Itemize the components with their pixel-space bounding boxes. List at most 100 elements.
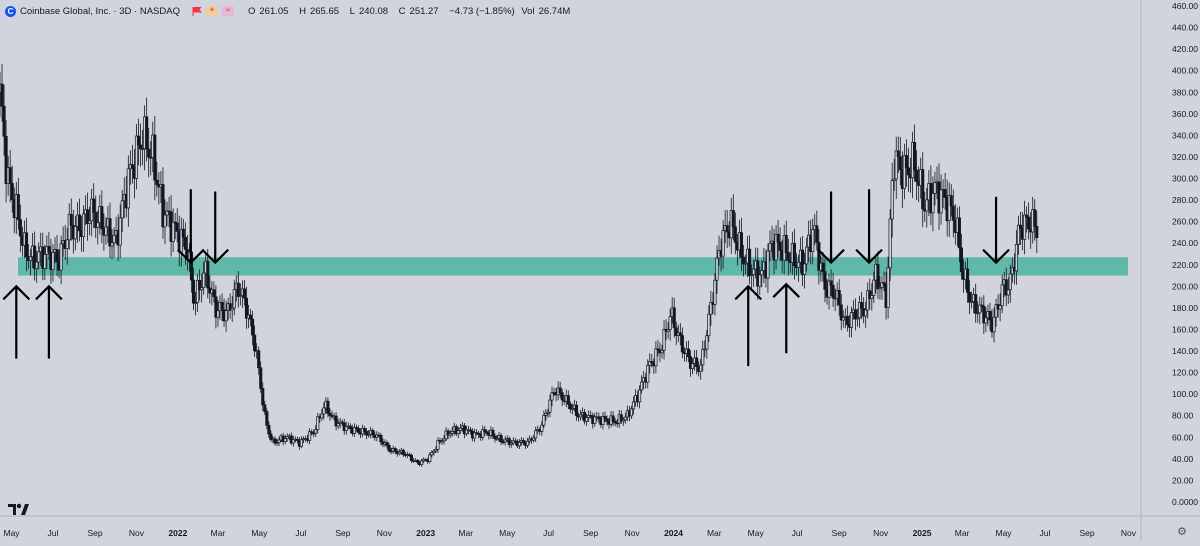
candle-body <box>886 267 890 308</box>
candle-body <box>601 416 605 425</box>
x-tick-label: 2025 <box>913 528 932 538</box>
candle-body <box>69 214 73 226</box>
candle-body <box>1000 284 1004 307</box>
low-value: L 240.08 <box>349 5 389 17</box>
candle-body <box>202 272 206 288</box>
y-tick-label: 380.00 <box>1172 87 1198 97</box>
candle-body <box>982 305 986 324</box>
candle-body <box>385 442 389 446</box>
y-tick-label: 120.00 <box>1172 368 1198 378</box>
support-zone-band <box>18 257 1128 276</box>
candle-body <box>236 282 240 297</box>
candle-body <box>136 135 141 146</box>
candle-body <box>371 429 375 436</box>
x-tick-label: Jul <box>295 528 306 538</box>
x-tick-label: Sep <box>832 528 847 538</box>
candle-body <box>558 387 562 394</box>
ohlc-readout: O 261.05 H 265.65 L 240.08 C 251.27 −4.73 (−… <box>248 6 578 17</box>
candle-body <box>638 389 642 403</box>
symbol-title[interactable]: Coinbase Global, Inc. · 3D · NASDAQ <box>20 5 180 17</box>
candle-body <box>387 444 391 452</box>
candle-body <box>858 302 862 319</box>
candle-body <box>397 451 401 455</box>
candle-body <box>193 302 198 304</box>
candle-body <box>51 251 55 271</box>
candle-body <box>37 251 41 263</box>
candle-body <box>831 284 835 299</box>
y-tick-label: 140.00 <box>1172 346 1198 356</box>
candle-body <box>198 280 202 291</box>
candle-body <box>436 440 440 450</box>
x-tick-label: Sep <box>335 528 350 538</box>
candle-body <box>251 318 255 336</box>
candle-body <box>546 411 550 414</box>
candle-body <box>65 239 69 249</box>
candle-body <box>104 226 108 236</box>
x-tick-label: Sep <box>1079 528 1094 538</box>
candle-body <box>73 226 77 240</box>
candle-body <box>456 430 460 435</box>
candle-body <box>285 436 289 440</box>
candle-body <box>77 214 81 232</box>
y-tick-label: 160.00 <box>1172 324 1198 334</box>
tradingview-logo-icon[interactable] <box>8 502 30 520</box>
candle-body <box>731 210 735 228</box>
settings-gear-icon[interactable]: ⚙ <box>1177 526 1187 538</box>
x-tick-label: Nov <box>873 528 889 538</box>
candle-body <box>340 421 344 424</box>
candle-body <box>344 425 348 431</box>
candle-body <box>913 142 917 171</box>
y-tick-label: 200.00 <box>1172 281 1198 291</box>
candle-body <box>161 184 165 228</box>
candle-body <box>35 261 39 270</box>
down-arrow-head <box>201 248 230 265</box>
candle-body <box>845 315 849 325</box>
x-tick-label: Mar <box>458 528 473 538</box>
dividend-badge-icon[interactable]: ≈ <box>221 6 234 16</box>
y-tick-label: 60.00 <box>1172 432 1194 442</box>
candle-body <box>430 452 434 456</box>
candle-body <box>517 442 521 447</box>
candle-body <box>509 442 513 445</box>
y-tick-label: 360.00 <box>1172 109 1198 119</box>
earnings-badge-icon[interactable]: ☀ <box>205 6 218 16</box>
candle-body <box>915 169 919 182</box>
x-tick-label: May <box>995 528 1012 538</box>
candle-body <box>650 361 654 364</box>
y-tick-label: 180.00 <box>1172 303 1198 313</box>
candle-body <box>988 311 992 321</box>
candle-body <box>165 210 169 216</box>
candle-body <box>768 243 772 252</box>
candle-body <box>994 304 998 318</box>
candle-body <box>1027 216 1031 230</box>
candle-body <box>326 400 330 414</box>
candle-body <box>92 198 96 213</box>
candle-body <box>870 295 874 300</box>
y-tick-label: 400.00 <box>1172 66 1198 76</box>
candle-body <box>925 199 929 212</box>
candle-body <box>725 225 729 233</box>
candle-body <box>868 290 872 300</box>
flag-icon[interactable] <box>192 6 203 16</box>
candle-body <box>485 431 489 434</box>
candle-body <box>534 430 538 439</box>
candle-body <box>1033 209 1037 227</box>
x-tick-label: Jul <box>48 528 59 538</box>
candle-body <box>267 424 271 435</box>
candle-body <box>896 150 900 157</box>
candle-body <box>583 412 587 422</box>
candle-body <box>96 222 100 228</box>
candle-body <box>560 392 564 401</box>
candle-body <box>432 450 436 453</box>
candle-body <box>984 317 988 324</box>
candle-body <box>931 192 935 214</box>
candle-body <box>992 316 996 333</box>
candle-body <box>980 304 984 307</box>
up-arrow-head <box>35 284 63 301</box>
down-arrow-head <box>982 248 1010 265</box>
candle-body <box>196 280 200 303</box>
candle-body <box>8 167 12 184</box>
candle-body <box>393 448 397 452</box>
